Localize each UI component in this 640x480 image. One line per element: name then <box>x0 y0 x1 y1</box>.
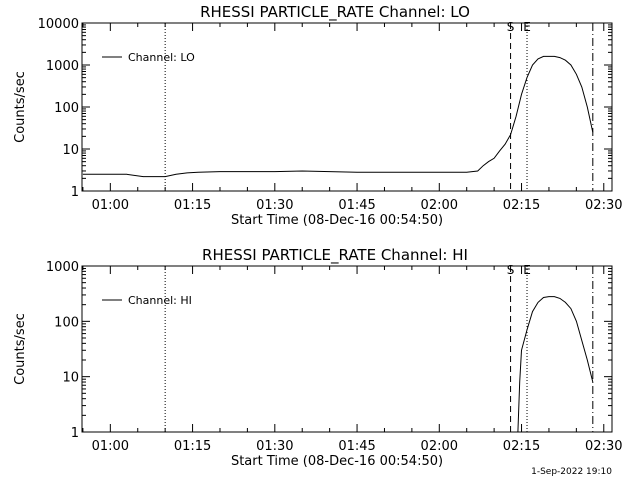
chart-1-y-tick-label: 1 <box>71 426 79 441</box>
chart-0-y-tick-label: 1000 <box>46 59 79 74</box>
chart-1-series-line <box>517 296 594 433</box>
chart-0-xlabel: Start Time (08-Dec-16 00:54:50) <box>231 213 443 228</box>
chart-0-x-tick-label: 01:15 <box>174 198 211 213</box>
chart-0-series-line <box>82 55 594 178</box>
chart-0-y-tick-label: 1 <box>71 185 79 200</box>
chart-0-x-tick-label: 01:30 <box>256 198 293 213</box>
hi-channel-panel: RHESSI PARTICLE_RATE Channel: HI Start Ti… <box>13 246 623 469</box>
footer-timestamp: 1-Sep-2022 19:10 <box>531 467 612 477</box>
chart-1-marker-label: S <box>507 263 515 277</box>
chart-1-x-tick-label: 02:00 <box>421 439 458 454</box>
chart-1-x-tick-label: 02:30 <box>585 439 622 454</box>
chart-1-x-tick-label: 01:00 <box>92 439 129 454</box>
chart-1-ylabel: Counts/sec <box>13 313 28 385</box>
chart-0-x-tick-label: 02:30 <box>585 198 622 213</box>
chart-1-x-tick-label: 01:30 <box>256 439 293 454</box>
chart-0-x-tick-label: 02:15 <box>503 198 540 213</box>
chart-0-y-tick-label: 10000 <box>38 17 79 32</box>
chart-0-ylabel: Counts/sec <box>13 71 28 143</box>
chart-1-title: RHESSI PARTICLE_RATE Channel: HI <box>202 246 468 265</box>
chart-1-y-tick-label: 100 <box>54 315 79 330</box>
chart-0-x-tick-label: 02:00 <box>421 198 458 213</box>
chart-0-x-tick-label: 01:00 <box>92 198 129 213</box>
chart-1-xlabel: Start Time (08-Dec-16 00:54:50) <box>231 454 443 469</box>
chart-0-x-tick-label: 01:45 <box>338 198 375 213</box>
chart-1-legend-label: Channel: HI <box>128 294 192 307</box>
chart-1-x-tick-label: 01:45 <box>338 439 375 454</box>
lo-channel-panel: RHESSI PARTICLE_RATE Channel: LO Start Ti… <box>13 3 623 228</box>
chart-0-legend-label: Channel: LO <box>128 51 195 64</box>
chart-0-axes-frame <box>81 22 613 192</box>
chart-1-x-tick-label: 01:15 <box>174 439 211 454</box>
chart-1-marker-label: E <box>523 263 531 277</box>
chart-0-marker-label: E <box>523 20 531 34</box>
chart-0-y-tick-label: 10 <box>62 143 79 158</box>
chart-0-title: RHESSI PARTICLE_RATE Channel: LO <box>200 3 470 22</box>
chart-1-y-tick-label: 10 <box>62 371 79 386</box>
chart-0-marker-label: S <box>507 20 515 34</box>
chart-0-y-tick-label: 100 <box>54 101 79 116</box>
chart-1-x-tick-label: 02:15 <box>503 439 540 454</box>
chart-1-y-tick-label: 1000 <box>46 260 79 275</box>
chart-1-axes-frame <box>81 265 613 433</box>
